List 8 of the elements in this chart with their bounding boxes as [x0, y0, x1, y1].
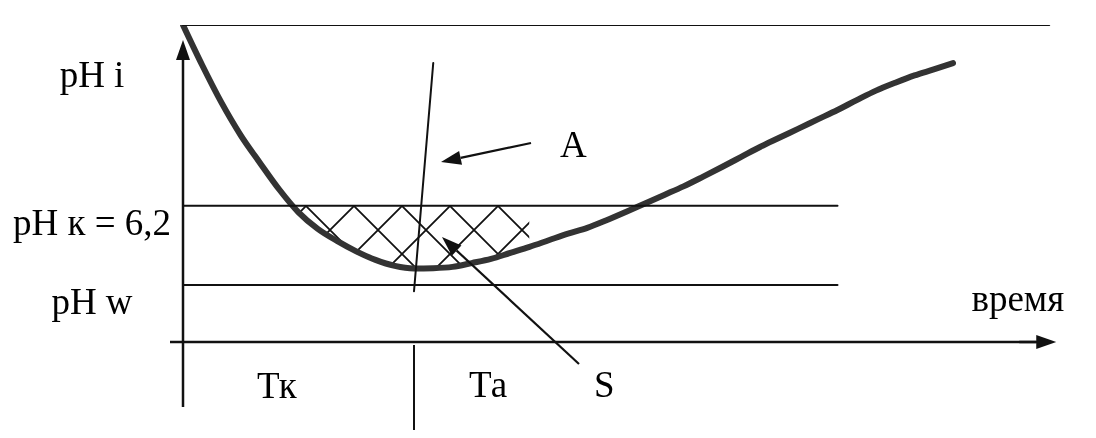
text: pH i — [59, 54, 125, 95]
series-label: pH w — [51, 280, 133, 322]
text: Тк — [257, 365, 298, 406]
annotation: A — [560, 124, 587, 165]
text: Та — [469, 364, 508, 405]
text: S — [594, 364, 615, 405]
series-label: pH к = 6,2 — [12, 201, 172, 243]
x-axis-title: время — [971, 278, 1065, 319]
